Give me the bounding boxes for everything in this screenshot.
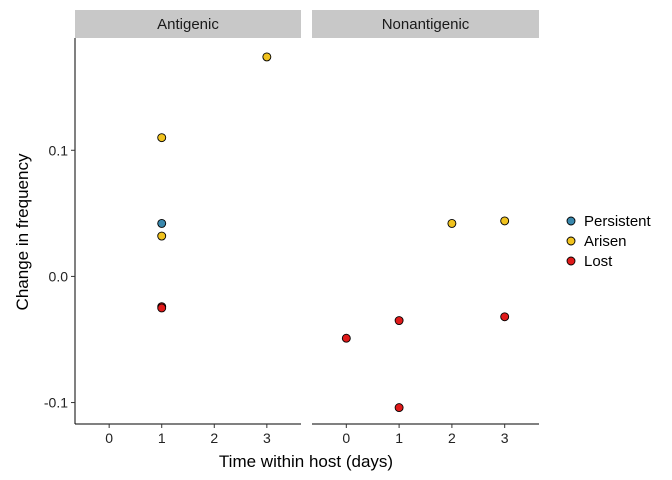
x-tick-label: 3	[501, 430, 509, 446]
data-point-lost	[157, 303, 167, 313]
data-point-arisen	[262, 52, 272, 62]
legend-item-lost: Lost	[566, 253, 613, 270]
data-point-lost	[394, 403, 404, 413]
legend-item-persistent: Persistent	[566, 213, 652, 230]
facet-panels: Antigenic 0 1 2 3 Nonantigenic 0 1 2 3	[75, 10, 539, 446]
legend-swatch	[566, 236, 576, 246]
facet-strip-antigenic	[75, 10, 301, 38]
legend-label: Lost	[584, 253, 613, 270]
data-point-arisen	[157, 231, 167, 241]
x-tick-label: 1	[158, 430, 166, 446]
data-point-arisen	[447, 218, 457, 228]
x-axis-title: Time within host (days)	[219, 452, 393, 471]
data-point-lost	[341, 333, 351, 343]
y-tick-label: 0.0	[49, 268, 69, 284]
y-axis-title: Change in frequency	[13, 153, 32, 310]
x-tick-label: 3	[263, 430, 271, 446]
facet-strip-label: Antigenic	[157, 16, 219, 33]
y-tick-label: -0.1	[44, 395, 68, 411]
panel-antigenic: Antigenic 0 1 2 3	[75, 10, 301, 446]
legend-swatch	[566, 256, 576, 266]
data-point-lost	[500, 312, 510, 322]
x-tick-label: 0	[342, 430, 350, 446]
facet-strip-nonantigenic	[312, 10, 539, 38]
y-tick-label: 0.1	[49, 142, 69, 158]
x-tick-label: 1	[395, 430, 403, 446]
data-point-lost	[394, 316, 404, 326]
legend-item-arisen: Arisen	[566, 233, 627, 250]
legend-swatch	[566, 216, 576, 226]
x-tick-label: 2	[210, 430, 218, 446]
legend-label: Arisen	[584, 233, 627, 250]
data-point-arisen	[500, 216, 510, 226]
data-point-persistent	[157, 218, 167, 228]
legend: Persistent Arisen Lost	[566, 213, 652, 270]
x-tick-label: 2	[448, 430, 456, 446]
y-axis: -0.1 0.0 0.1	[44, 38, 76, 424]
data-point-arisen	[157, 133, 167, 143]
facet-strip-label: Nonantigenic	[382, 16, 470, 33]
data-points	[157, 52, 510, 413]
legend-label: Persistent	[584, 213, 652, 230]
panel-nonantigenic: Nonantigenic 0 1 2 3	[312, 10, 539, 446]
x-tick-label: 0	[105, 430, 113, 446]
